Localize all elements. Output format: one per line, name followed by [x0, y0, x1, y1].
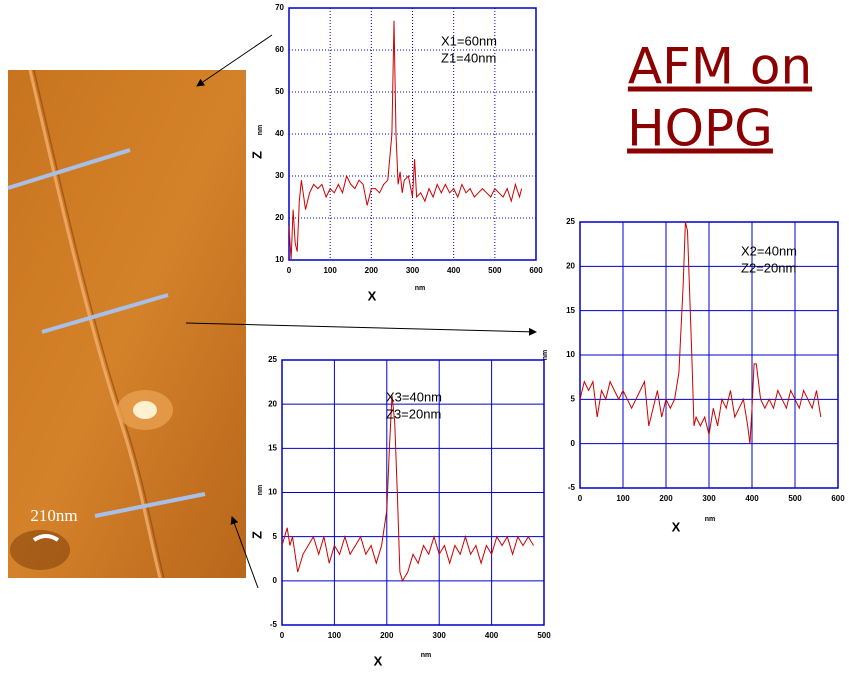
- annotation: X2=40nm: [741, 243, 797, 258]
- x-axis-unit: nm: [421, 652, 432, 659]
- data-line: [282, 395, 534, 581]
- x-tick-label: 500: [537, 631, 551, 640]
- x-axis-label: X: [672, 519, 681, 534]
- slide-title-line1: AFM on: [628, 38, 812, 96]
- annotation: Z3=20nm: [386, 406, 441, 421]
- y-tick-label: 25: [268, 355, 277, 364]
- x-axis-label: X: [374, 653, 383, 668]
- x-tick-label: 500: [788, 494, 802, 503]
- x-tick-label: 200: [380, 631, 394, 640]
- y-tick-label: 20: [566, 261, 575, 270]
- y-tick-label: 20: [275, 213, 284, 222]
- slide-canvas: 210nm AFM on HOPG 1020304050607001002003…: [0, 0, 849, 673]
- x-tick-label: 100: [323, 266, 337, 275]
- x-tick-label: 0: [287, 266, 292, 275]
- y-tick-label: 5: [571, 394, 576, 403]
- x-tick-label: 400: [745, 494, 759, 503]
- x-axis-label: X: [368, 288, 377, 303]
- y-tick-label: 25: [566, 217, 575, 226]
- y-tick-label: 30: [275, 171, 284, 180]
- y-tick-label: 10: [275, 255, 284, 264]
- x-tick-label: 600: [529, 266, 543, 275]
- x-tick-label: 100: [616, 494, 630, 503]
- x-tick-label: 400: [447, 266, 461, 275]
- y-tick-label: 70: [275, 3, 284, 12]
- y-tick-label: 60: [275, 45, 284, 54]
- y-tick-label: -5: [270, 620, 278, 629]
- y-axis-unit: nm: [257, 485, 264, 496]
- y-tick-label: 5: [273, 532, 278, 541]
- chart: 10 20 30 40 50 60 70 0 100 200 300 400 500 600 X1=60nm…: [249, 3, 543, 303]
- x-tick-label: 200: [365, 266, 379, 275]
- y-tick-label: 50: [275, 87, 284, 96]
- y-tick-label: 10: [268, 488, 277, 497]
- y-tick-label: 10: [566, 350, 575, 359]
- x-axis-unit: nm: [705, 516, 716, 523]
- x-tick-label: 300: [433, 631, 447, 640]
- x-tick-label: 0: [578, 494, 583, 503]
- y-tick-label: 20: [268, 399, 277, 408]
- y-axis-label: Z: [249, 531, 264, 539]
- annotation: X1=60nm: [441, 33, 497, 48]
- x-tick-label: 0: [280, 631, 285, 640]
- annotation: Z1=40nm: [441, 50, 496, 65]
- y-axis-label: Z: [249, 151, 264, 159]
- y-tick-label: 0: [571, 439, 576, 448]
- y-tick-label: 40: [275, 129, 284, 138]
- x-tick-label: 100: [328, 631, 342, 640]
- y-tick-label: 0: [273, 576, 278, 585]
- x-tick-label: 300: [406, 266, 420, 275]
- annotation: X3=40nm: [386, 389, 442, 404]
- x-axis-unit: nm: [415, 285, 426, 292]
- y-tick-label: 15: [566, 306, 575, 315]
- slide: 210nm AFM on HOPG 1020304050607001002003…: [0, 0, 849, 673]
- x-tick-label: 500: [488, 266, 502, 275]
- x-tick-label: 300: [702, 494, 716, 503]
- slide-title-line2: HOPG: [627, 100, 773, 158]
- y-tick-label: -5: [568, 483, 576, 492]
- x-tick-label: 200: [659, 494, 673, 503]
- y-axis-unit: nm: [542, 350, 549, 361]
- y-tick-label: 15: [268, 443, 277, 452]
- x-tick-label: 600: [831, 494, 845, 503]
- x-tick-label: 400: [485, 631, 499, 640]
- y-axis-unit: nm: [257, 125, 264, 136]
- annotation: Z2=20nm: [741, 260, 796, 275]
- scale-label: 210nm: [30, 506, 77, 525]
